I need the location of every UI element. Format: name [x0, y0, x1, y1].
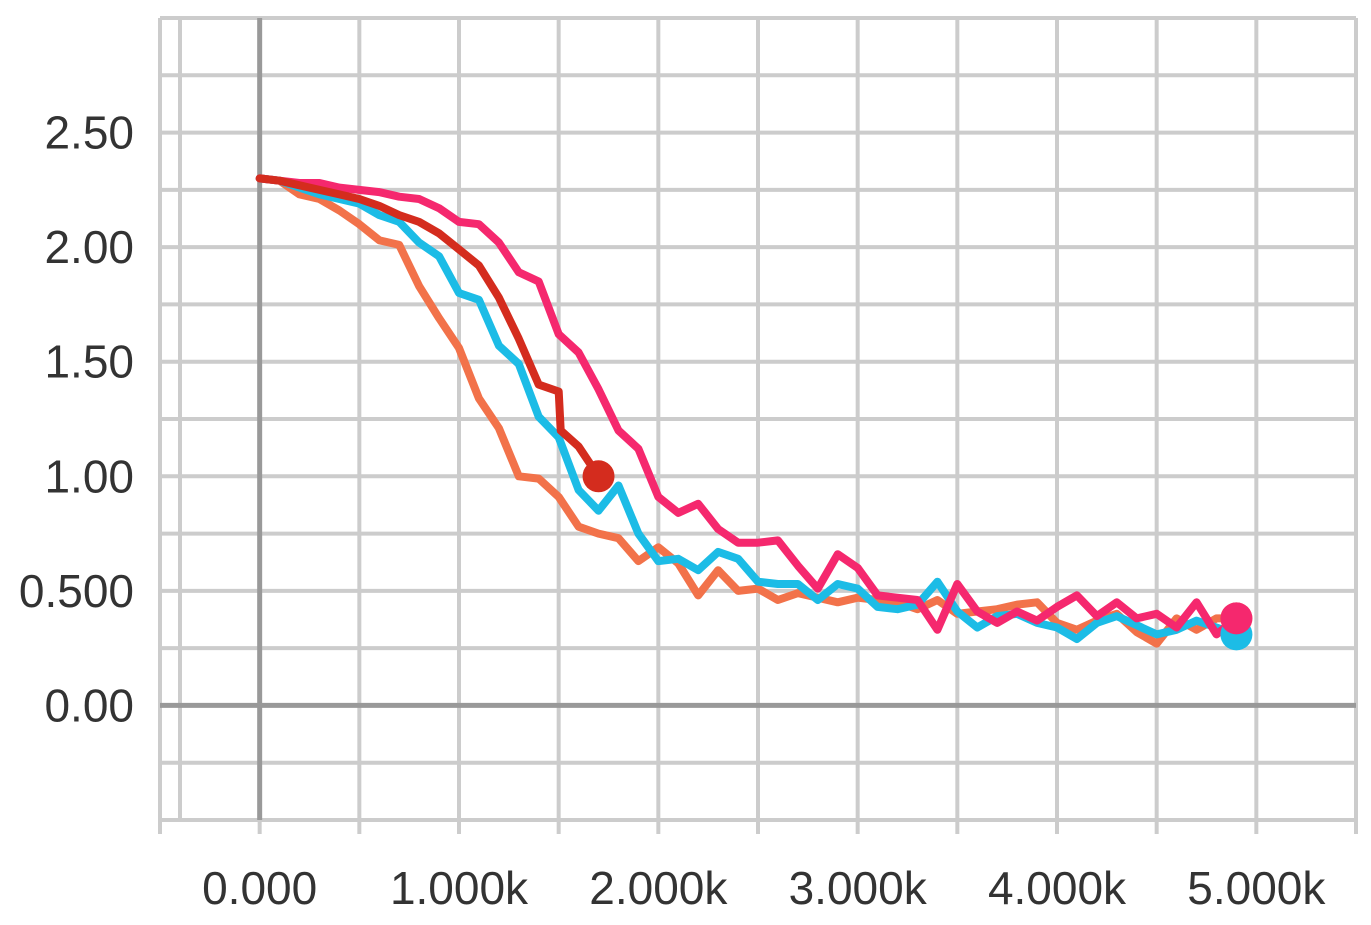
y-tick-label: 0.00 — [44, 679, 134, 731]
series-line-3 — [255, 174, 1241, 639]
y-tick-label: 2.50 — [44, 107, 134, 159]
x-tick-label: 3.000k — [789, 862, 928, 914]
x-tick-label: 4.000k — [988, 862, 1127, 914]
tick-labels: 0.00 0.500 1.00 1.50 2.00 2.50 0.000 1.000k 2.00… — [19, 107, 1327, 914]
y-tick-label: 1.00 — [44, 450, 134, 502]
grid-lines — [158, 16, 1358, 834]
y-tick-label: 1.50 — [44, 336, 134, 388]
x-tick-label: 5.000k — [1187, 862, 1326, 914]
series-line-1 — [255, 174, 1241, 648]
series-end-marker-3 — [1220, 602, 1253, 635]
series-end-markers — [582, 460, 1253, 651]
series-line-2 — [255, 174, 1241, 643]
series-line-4 — [255, 174, 603, 481]
series-lines — [255, 174, 1241, 648]
x-tick-label: 2.000k — [589, 862, 728, 914]
x-tick-label: 1.000k — [390, 862, 529, 914]
x-tick-label: 0.000 — [202, 862, 317, 914]
y-tick-label: 2.00 — [44, 221, 134, 273]
series-end-marker-4 — [582, 460, 615, 493]
axes — [160, 18, 1356, 820]
y-tick-label: 0.500 — [19, 565, 134, 617]
